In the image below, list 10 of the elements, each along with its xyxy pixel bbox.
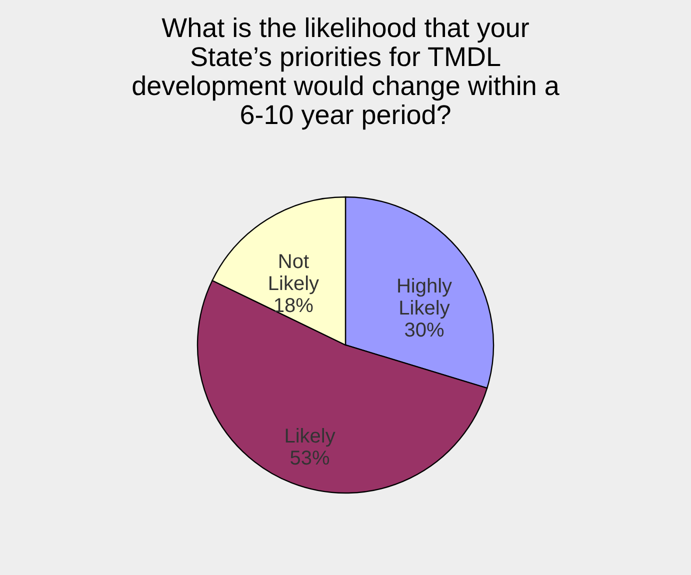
- data-label: 18%: [273, 294, 314, 317]
- text: State’s priorities for TMDL: [190, 42, 502, 72]
- slice-label: Not Likely: [268, 250, 320, 295]
- data-label: 30%: [404, 320, 444, 342]
- slice-label: Likely: [284, 425, 336, 448]
- text: What is the likelihood that your: [162, 13, 530, 43]
- slice-label: Highly Likely: [396, 276, 452, 320]
- text: 6-10 year period?: [240, 100, 452, 130]
- data-label: 53%: [290, 447, 330, 470]
- text: development would change within a: [132, 71, 560, 101]
